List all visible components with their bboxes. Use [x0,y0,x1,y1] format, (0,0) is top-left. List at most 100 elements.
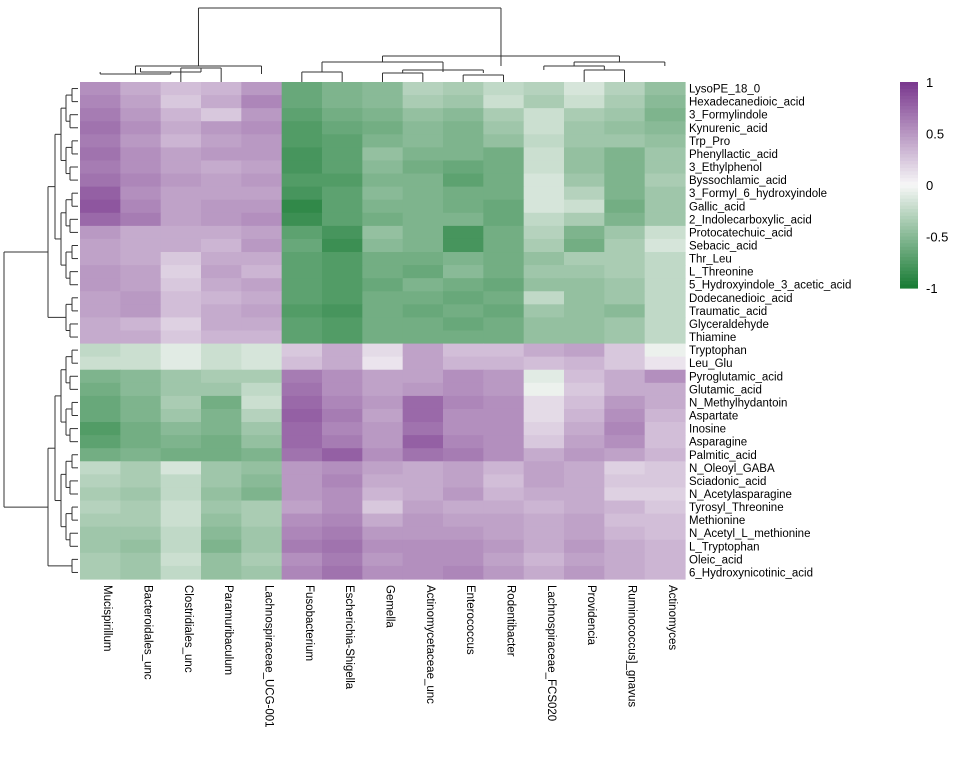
heat-cell [402,108,444,122]
heat-cell [362,382,404,397]
row-label: 3_Formylindole [689,110,768,122]
heat-cell [483,487,525,502]
legend-tick-label: 0 [926,178,933,193]
heat-cell [241,408,283,423]
heat-cell [483,291,525,305]
heat-cell [362,199,404,214]
legend-swatch [900,85,918,90]
heat-cell [160,108,202,122]
heat-cell [443,395,484,410]
heat-cell [281,121,323,135]
heat-cell [402,382,444,397]
column-label: Providencia [585,585,597,646]
heat-cell [644,317,686,332]
heat-cell [443,317,484,332]
heat-cell [523,422,565,436]
heat-cell [443,265,484,279]
legend-swatch [900,88,918,93]
row-label: Thr_Leu [689,254,732,266]
heat-cell [160,552,202,567]
heat-cell [322,382,363,397]
legend-swatch [900,209,918,214]
heat-cell [201,173,242,188]
heat-cell [201,448,242,462]
heat-cell [604,539,646,554]
heat-cell [322,173,363,188]
heat-cell [241,461,283,475]
heat-cell [402,448,444,462]
heat-cell [201,265,242,279]
heat-cell [201,343,242,358]
heat-cell [322,565,363,580]
heat-cell [604,238,646,253]
heat-cell [201,108,242,122]
heat-cell [523,317,565,332]
heat-cell [604,225,646,240]
heat-cell [443,330,484,345]
heat-cell [443,565,484,580]
heat-cell [322,238,363,253]
heat-cell [523,95,565,109]
heat-cell [402,435,444,449]
heat-cell [160,265,202,279]
heat-cell [80,330,121,345]
heat-cell [362,265,404,279]
heat-cell [564,121,605,135]
heat-cell [644,526,686,541]
heat-cell [201,539,242,554]
row-label: Kynurenic_acid [689,123,768,135]
heat-cell [564,565,605,580]
heat-cell [564,395,605,410]
heat-cell [604,121,646,135]
heat-cell [80,121,121,135]
heat-cell [523,539,565,554]
heat-cell [644,474,686,489]
heat-cell [160,408,202,423]
heat-cell [362,539,404,554]
heat-cell [160,134,202,148]
heat-cell [120,343,162,358]
heat-cell [362,474,404,489]
legend-swatch [900,277,918,282]
heat-cell [564,343,605,358]
heat-cell [80,95,121,109]
heat-cell [604,265,646,279]
heat-cell [564,199,605,214]
heat-cell [483,435,525,449]
column-label: Bacteroidales_unc [142,585,154,680]
row-label: Gallic_acid [689,201,745,213]
heat-cell [80,173,121,188]
legend-tick-label: 1 [926,75,933,90]
heat-cell [80,265,121,279]
heat-cell [483,448,525,462]
heat-cell [402,186,444,201]
legend-swatch [900,130,918,135]
heat-cell [523,330,565,345]
legend-swatch [900,226,918,231]
heat-cell [483,317,525,332]
row-label: Sciadonic_acid [689,476,766,488]
heat-cell [564,95,605,109]
heat-cell [443,500,484,515]
heat-cell [443,108,484,122]
heat-cell [564,225,605,240]
heat-cell [322,212,363,227]
heat-cell [362,369,404,384]
heat-cell [644,487,686,502]
legend-swatch [900,246,918,251]
row-label: Hexadecanedioic_acid [689,97,805,109]
heat-cell [322,147,363,162]
heat-cell [362,461,404,475]
row-label: Glyceraldehyde [689,319,769,331]
heat-cell [201,395,242,410]
heat-cell [443,461,484,475]
heat-cell [120,186,162,201]
heat-cell [604,343,646,358]
heat-cell [281,565,323,580]
legend-tick-label: 0.5 [926,127,944,142]
heat-cell [483,278,525,292]
legend-swatch [900,212,918,217]
heat-cell [604,212,646,227]
legend-swatch [900,133,918,138]
heat-cell [281,160,323,175]
